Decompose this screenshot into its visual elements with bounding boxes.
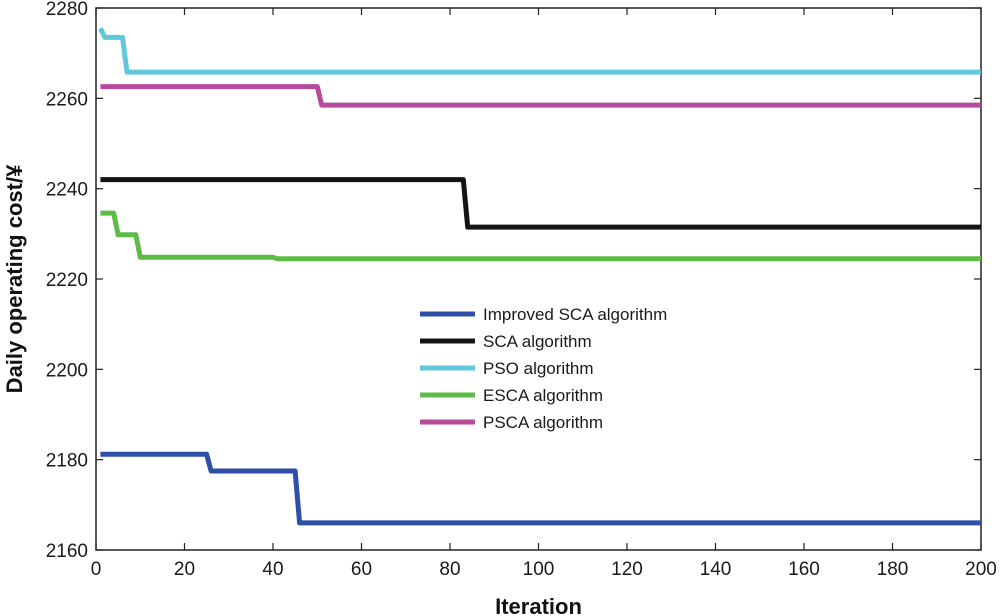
ticks-layer: 0 20 40 60 80 100 120 140 160 180 200 2160 2180 2200 2… (46, 0, 997, 580)
series-line-2 (100, 177, 981, 230)
x-tick-label: 140 (700, 559, 732, 580)
x-tick-label: 80 (439, 559, 460, 580)
legend-label: Improved SCA algorithm (483, 305, 667, 324)
legend-label: PSCA algorithm (483, 413, 603, 432)
y-tick-label: 2180 (46, 451, 88, 472)
y-tick-label: 2280 (46, 0, 88, 20)
x-tick-label: 40 (262, 559, 283, 580)
series-layer (98, 27, 981, 526)
series-line-4 (100, 210, 981, 262)
x-axis-label: Iteration (495, 594, 582, 616)
x-tick-label: 100 (523, 559, 555, 580)
y-axis-label: Daily operating cost/¥ (2, 164, 27, 393)
x-tick-label: 160 (788, 559, 820, 580)
legend-label: PSO algorithm (483, 359, 594, 378)
legend: Improved SCA algorithm SCA algorithm PSO a… (420, 305, 667, 432)
legend-label: SCA algorithm (483, 332, 592, 351)
series-line-1 (100, 451, 981, 526)
x-tick-label: 120 (611, 559, 643, 580)
y-tick-label: 2240 (46, 180, 88, 201)
series-line-5 (100, 84, 981, 108)
y-tick-label: 2220 (46, 270, 88, 291)
y-tick-label: 2160 (46, 541, 88, 562)
x-tick-label: 60 (351, 559, 372, 580)
x-tick-label: 200 (965, 559, 997, 580)
y-tick-label: 2200 (46, 360, 88, 381)
x-tick-label: 20 (174, 559, 195, 580)
x-tick-label: 180 (877, 559, 909, 580)
legend-label: ESCA algorithm (483, 386, 603, 405)
y-tick-label: 2260 (46, 89, 88, 110)
x-tick-label: 0 (91, 559, 102, 580)
series-line-3 (98, 27, 981, 75)
